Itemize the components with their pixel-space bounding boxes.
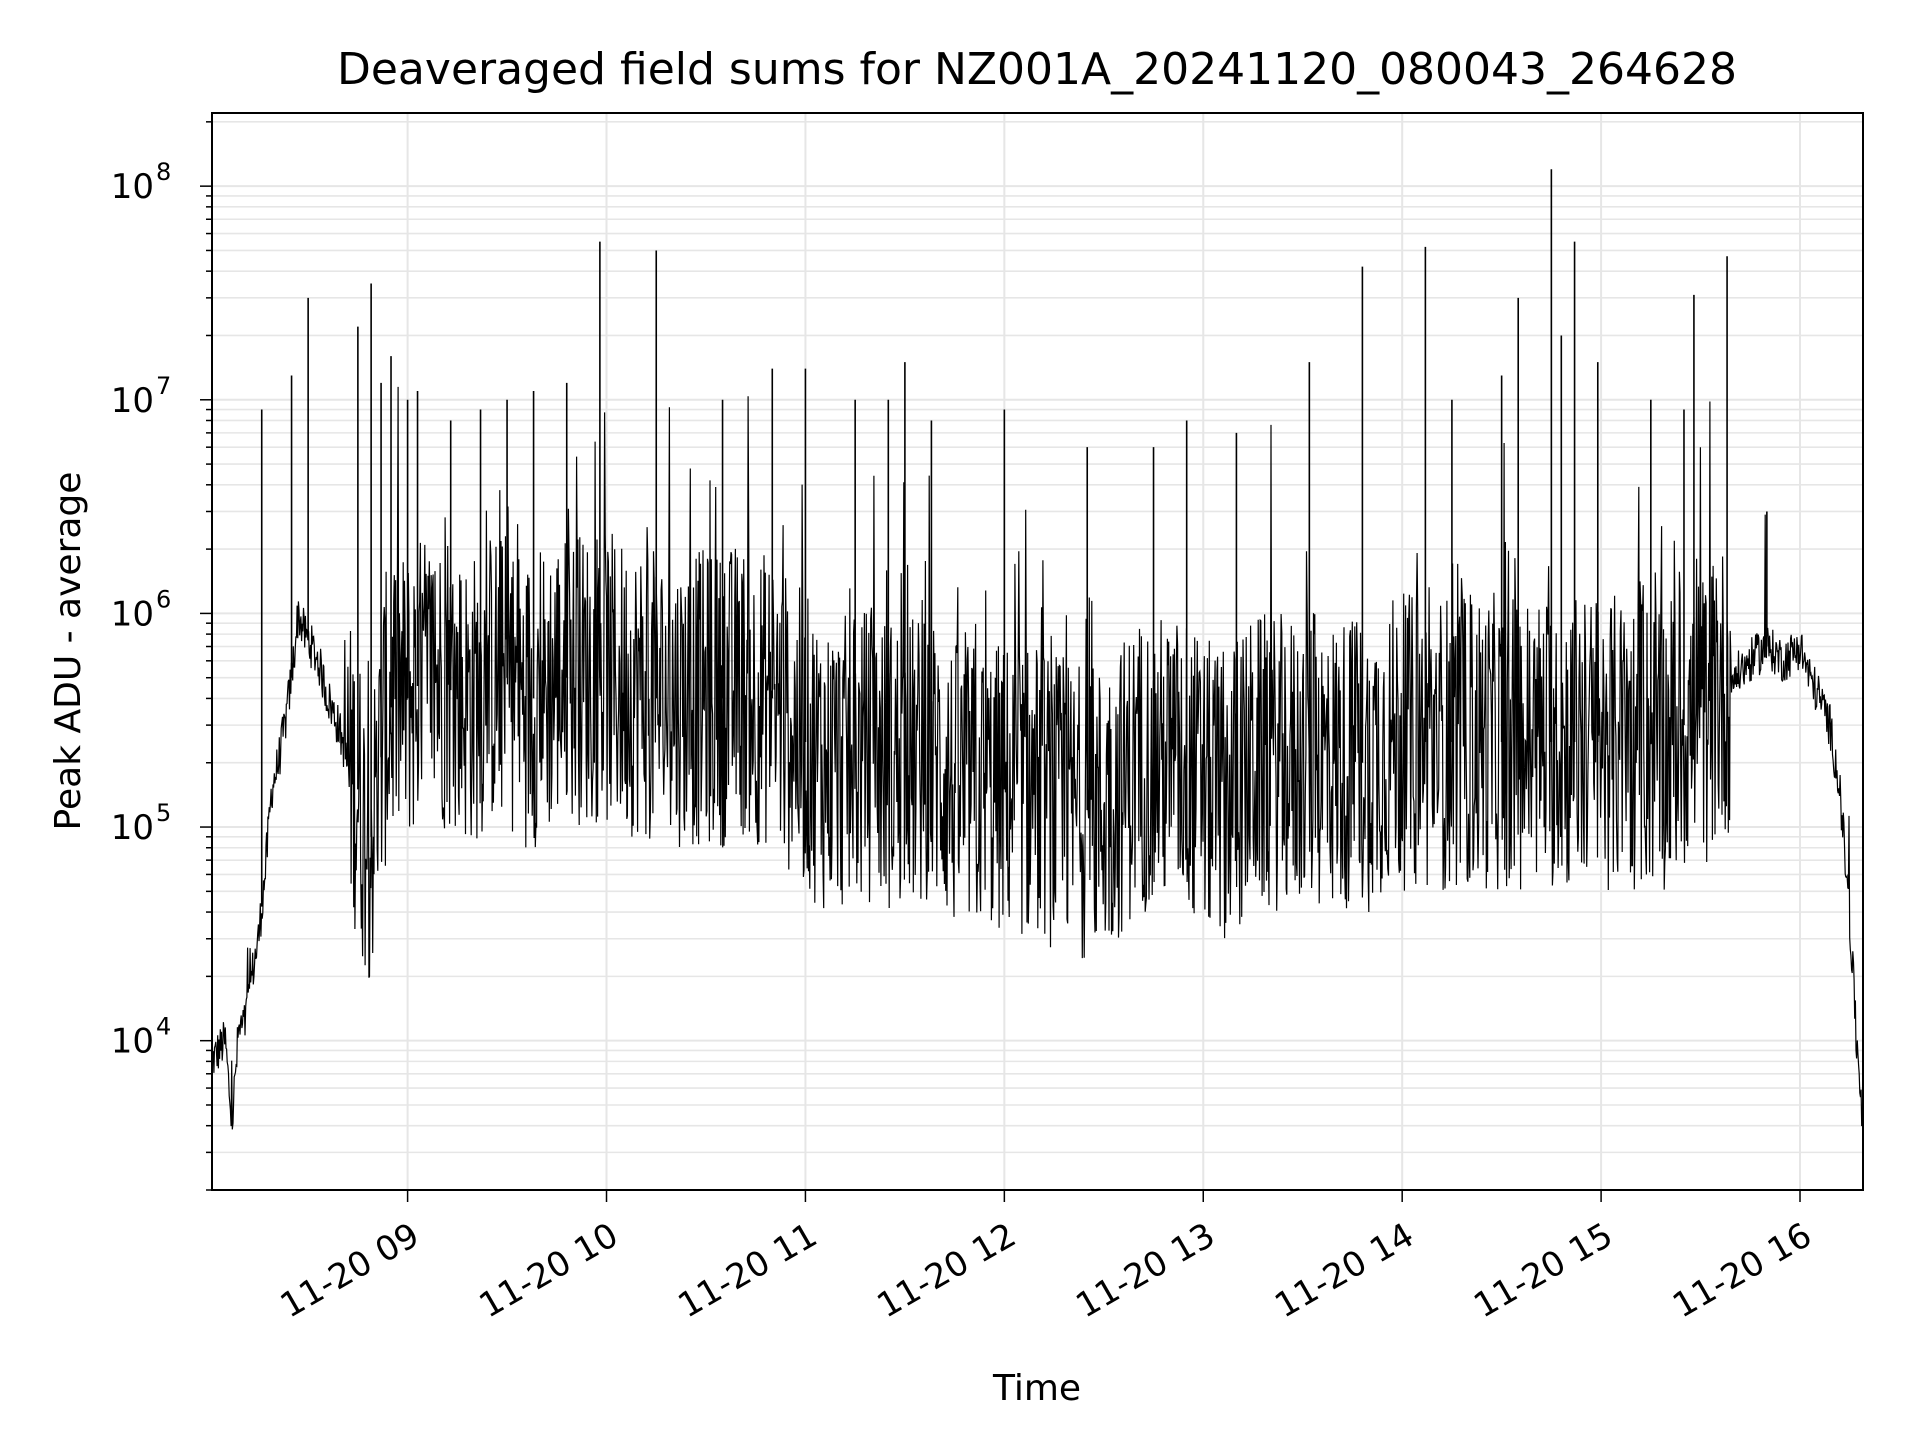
series-line [212,386,1863,1135]
x-tick-label: 11-20 09 [274,1215,426,1326]
y-tick-label: 10 [111,808,154,848]
y-tick-label: 10 [111,594,154,634]
y-tick-label: 10 [111,1022,154,1062]
x-tick-label: 11-20 10 [473,1215,625,1326]
y-tick-exponent: 7 [156,372,171,400]
x-axis-label: Time [992,1368,1081,1409]
x-tick-label: 11-20 16 [1666,1215,1818,1326]
x-tick-label: 11-20 15 [1467,1215,1619,1326]
x-tick-label: 11-20 11 [672,1215,824,1326]
y-tick-exponent: 8 [156,158,171,186]
y-tick-exponent: 4 [156,1013,171,1041]
y-tick-exponent: 6 [156,585,171,613]
y-tick-label: 10 [111,381,154,421]
x-tick-label: 11-20 13 [1069,1215,1221,1326]
axes-frame [211,112,1864,1191]
y-tick-label: 10 [111,167,154,207]
series-group [212,169,1863,1135]
x-tick-label: 11-20 12 [870,1215,1022,1326]
plot-area [212,169,1863,1135]
x-axis: 11-20 09 11-20 10 11-20 11 11-20 12 11-20 13… [274,1190,1819,1326]
y-tick-exponent: 5 [156,799,171,827]
x-tick-label: 11-20 14 [1268,1215,1420,1326]
y-axis-label: Peak ADU - average [48,472,89,831]
chart-title: Deaveraged field sums for NZ001A_2024112… [337,44,1737,95]
